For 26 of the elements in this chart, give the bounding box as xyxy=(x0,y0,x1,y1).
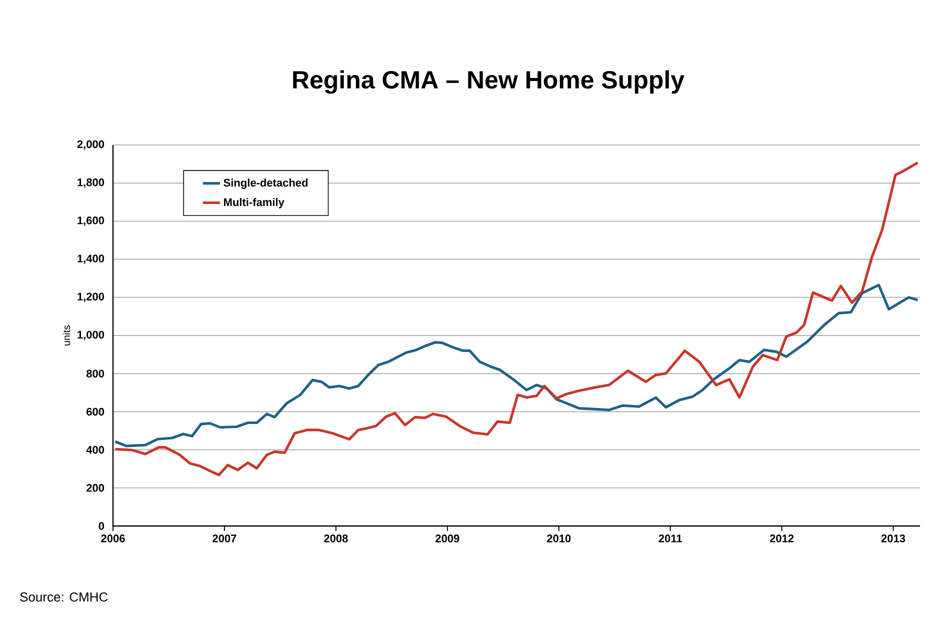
chart-title: Regina CMA – New Home Supply xyxy=(293,70,684,94)
y-tick-label: 800 xyxy=(86,370,104,378)
y-tick-label: 400 xyxy=(86,446,104,454)
legend-label: Multi-family xyxy=(224,198,284,208)
legend-label: Single-detached xyxy=(224,178,308,189)
x-tick-label: 2009 xyxy=(436,534,460,542)
x-tick-label: 2006 xyxy=(101,534,125,542)
y-tick-label: 600 xyxy=(86,408,104,416)
y-tick-label: 200 xyxy=(86,484,104,492)
x-tick-label: 2011 xyxy=(658,534,682,542)
y-tick-label: 1,600 xyxy=(78,216,104,226)
y-axis-title: units xyxy=(62,325,70,346)
x-tick-label: 2012 xyxy=(770,534,794,542)
x-tick-label: 2008 xyxy=(324,534,348,542)
y-tick-label: 1,000 xyxy=(78,330,104,340)
y-tick-label: 1,800 xyxy=(78,178,104,188)
y-tick-label: 1,400 xyxy=(78,254,104,264)
x-tick-label: 2007 xyxy=(212,534,236,542)
line-series xyxy=(114,161,920,476)
x-tick-label: 2013 xyxy=(881,534,906,542)
line-series xyxy=(114,284,920,448)
y-tick-label: 1,200 xyxy=(78,292,104,302)
y-tick-label: 0 xyxy=(98,522,104,530)
x-tick-label: 2010 xyxy=(547,534,571,542)
y-tick-label: 2,000 xyxy=(77,140,104,150)
source-note: Source: CMHC xyxy=(20,592,108,602)
